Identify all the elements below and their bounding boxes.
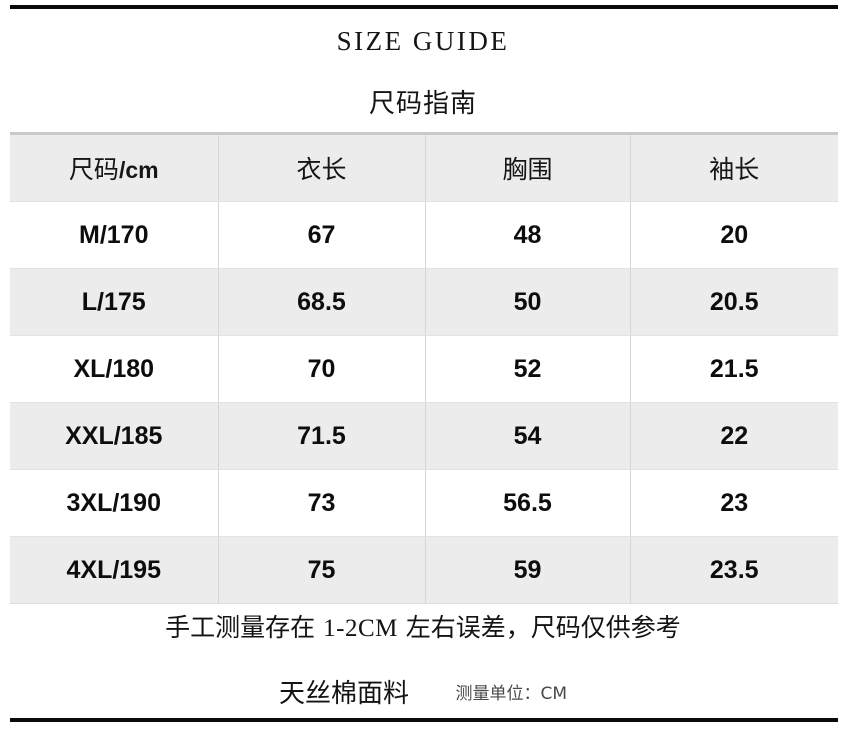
page-title-chinese: 尺码指南 (368, 89, 477, 119)
table-header-row: 尺码/cm 衣长 胸围 袖长 (10, 133, 838, 202)
cell-bust: 50 (425, 268, 631, 336)
column-header-size: 尺码/cm (10, 133, 219, 202)
cell-sleeve: 20 (630, 201, 838, 269)
fabric-label: 天丝棉面料 (278, 679, 409, 709)
cell-length: 71.5 (218, 402, 426, 470)
note-prefix: 手工测量存在 (165, 613, 324, 642)
cell-bust: 56.5 (425, 469, 631, 537)
measurement-unit-note: 测量单位：CM (455, 684, 567, 704)
cell-size: XXL/185 (10, 402, 219, 470)
cell-bust: 54 (425, 402, 631, 470)
cell-bust: 59 (425, 536, 631, 604)
cell-size: L/175 (10, 268, 219, 336)
column-header-length: 衣长 (218, 133, 426, 202)
table-row: XXL/185 71.5 54 22 (10, 402, 838, 470)
table-row: L/175 68.5 50 20.5 (10, 268, 838, 336)
cell-size: M/170 (10, 201, 219, 269)
cell-size: XL/180 (10, 335, 219, 403)
table-row: XL/180 70 52 21.5 (10, 335, 838, 403)
note-suffix: 左右误差，尺码仅供参考 (397, 613, 681, 642)
cell-length: 75 (218, 536, 426, 604)
cell-sleeve: 23 (630, 469, 838, 537)
top-divider-rule (10, 5, 838, 9)
cell-sleeve: 22 (630, 402, 838, 470)
cell-sleeve: 20.5 (630, 268, 838, 336)
size-chart-table: 尺码/cm 衣长 胸围 袖长 M/170 67 48 20 L/175 68.5… (10, 132, 838, 604)
cell-bust: 48 (425, 201, 631, 269)
cell-size: 3XL/190 (10, 469, 219, 537)
cell-bust: 52 (425, 335, 631, 403)
cell-sleeve: 21.5 (630, 335, 838, 403)
column-header-size-unit: /cm (118, 157, 159, 183)
note-tolerance-value: 1-2CM (323, 615, 398, 642)
measurement-tolerance-note: 手工测量存在 1-2CM 左右误差，尺码仅供参考 (0, 608, 846, 644)
page-title-english: SIZE GUIDE (336, 26, 510, 56)
cell-size: 4XL/195 (10, 536, 219, 604)
column-header-sleeve: 袖长 (630, 133, 838, 202)
column-header-bust: 胸围 (425, 133, 631, 202)
cell-length: 73 (218, 469, 426, 537)
cell-length: 68.5 (218, 268, 426, 336)
cell-sleeve: 23.5 (630, 536, 838, 604)
footer-line: 天丝棉面料 测量单位：CM (0, 673, 846, 710)
table-row: 4XL/195 75 59 23.5 (10, 536, 838, 604)
column-header-size-label: 尺码 (68, 155, 119, 184)
table-row: 3XL/190 73 56.5 23 (10, 469, 838, 537)
table-row: M/170 67 48 20 (10, 201, 838, 269)
bottom-divider-rule (10, 718, 838, 722)
table-header: 尺码/cm 衣长 胸围 袖长 (10, 133, 838, 202)
cell-length: 70 (218, 335, 426, 403)
table-body: M/170 67 48 20 L/175 68.5 50 20.5 XL/180… (10, 201, 838, 604)
cell-length: 67 (218, 201, 426, 269)
